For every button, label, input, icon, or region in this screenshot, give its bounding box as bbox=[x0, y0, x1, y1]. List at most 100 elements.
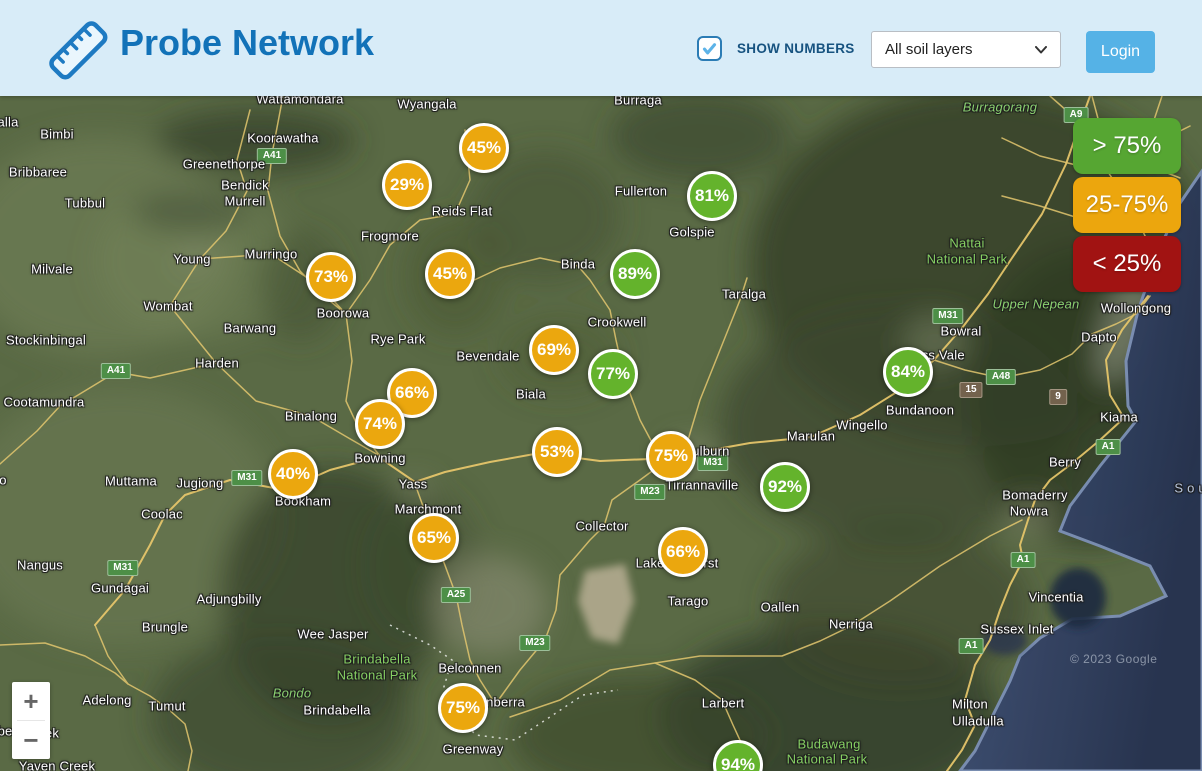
probe-marker[interactable]: 84% bbox=[883, 347, 933, 397]
route-shield: M31 bbox=[932, 308, 964, 324]
map-place-label: Nangus bbox=[16, 557, 64, 573]
probe-marker[interactable]: 29% bbox=[382, 160, 432, 210]
map-place-label: Muttama bbox=[105, 473, 157, 489]
probe-marker[interactable]: 81% bbox=[687, 171, 737, 221]
map-place-label: Vincentia bbox=[1028, 589, 1084, 605]
probe-marker[interactable]: 75% bbox=[646, 431, 696, 481]
map-place-label: Larbert bbox=[701, 695, 745, 711]
map-place-label: Greenway bbox=[442, 741, 504, 757]
route-shield: 15 bbox=[959, 382, 983, 398]
map-place-label: Tirrannaville bbox=[665, 477, 739, 493]
map-place-label: Berry bbox=[1048, 454, 1082, 470]
map-place-label: Koorawatha bbox=[247, 130, 319, 146]
soil-layers-select[interactable]: All soil layers bbox=[871, 31, 1061, 68]
map-place-label: Wyangala bbox=[397, 96, 457, 112]
map-place-label: Bomaderry bbox=[1002, 487, 1068, 503]
probe-marker[interactable]: 73% bbox=[306, 252, 356, 302]
map-place-label: be bbox=[0, 723, 13, 739]
map-place-label: Marulan bbox=[786, 428, 836, 444]
map-place-label: Brungle bbox=[141, 619, 189, 635]
map-place-label: Wingello bbox=[836, 417, 888, 433]
map-place-label: Adelong bbox=[82, 692, 132, 708]
map-place-label: Wombat bbox=[143, 298, 193, 314]
map-place-label: Burraga bbox=[614, 96, 662, 108]
show-numbers-label: SHOW NUMBERS bbox=[737, 41, 855, 56]
map-place-label: Yaven Creek bbox=[18, 758, 96, 771]
probe-marker[interactable]: 40% bbox=[268, 449, 318, 499]
route-shield: A1 bbox=[958, 638, 984, 654]
map-place-label: Sussex Inlet bbox=[980, 621, 1054, 637]
map-attribution: © 2023 Google bbox=[1070, 652, 1158, 666]
map-place-label: Bundanoon bbox=[885, 402, 955, 418]
probe-marker[interactable]: 45% bbox=[425, 249, 475, 299]
probe-marker[interactable]: 66% bbox=[658, 527, 708, 577]
show-numbers-checkbox[interactable] bbox=[697, 36, 722, 61]
map-place-label: Reids Flat bbox=[431, 203, 493, 219]
probe-marker[interactable]: 65% bbox=[409, 513, 459, 563]
zoom-in-button[interactable]: + bbox=[12, 682, 50, 720]
map-place-label: Bowral bbox=[940, 323, 982, 339]
probe-marker[interactable]: 75% bbox=[438, 683, 488, 733]
map-place-label: Tubbul bbox=[64, 195, 106, 211]
map-place-label: Sou bbox=[1174, 480, 1202, 496]
probe-marker[interactable]: 69% bbox=[529, 325, 579, 375]
probe-marker[interactable]: 92% bbox=[760, 462, 810, 512]
probe-marker[interactable]: 94% bbox=[713, 740, 763, 771]
map-place-label: Adjungbilly bbox=[196, 591, 262, 607]
map-place-label: alla bbox=[0, 114, 19, 130]
map-place-label: Milvale bbox=[31, 261, 73, 277]
markers-layer: 45% 29% 81% 73% 45% 89% 69% 77% 84% 66% 74% 53% 75% 4… bbox=[0, 96, 1202, 771]
zoom-out-button[interactable]: − bbox=[12, 721, 50, 759]
map-place-label: Binalong bbox=[284, 408, 338, 424]
map-place-label: Tumut bbox=[148, 698, 186, 714]
map-place-label: Golspie bbox=[669, 224, 715, 240]
map-place-label: Murrell bbox=[224, 193, 266, 209]
route-shield: A1 bbox=[1095, 439, 1121, 455]
probe-marker[interactable]: 89% bbox=[610, 249, 660, 299]
map-place-label: Nattai bbox=[949, 235, 985, 251]
map-place-label: Upper Nepean bbox=[992, 296, 1080, 312]
map-place-label: Wee Jasper bbox=[297, 626, 369, 642]
probe-marker[interactable]: 74% bbox=[355, 399, 405, 449]
legend-item-2[interactable]: < 25% bbox=[1073, 236, 1181, 292]
map-place-label: National Park bbox=[336, 667, 418, 683]
satellite-terrain bbox=[0, 96, 1202, 771]
map-place-label: Ulladulla bbox=[952, 713, 1004, 729]
map-place-label: Bevendale bbox=[456, 348, 520, 364]
route-shield: A41 bbox=[256, 148, 288, 164]
map-place-label: Yass bbox=[398, 476, 428, 492]
map-place-label: Kiama bbox=[1100, 409, 1138, 425]
route-shield: A48 bbox=[985, 369, 1017, 385]
legend-item-0[interactable]: > 75% bbox=[1073, 118, 1181, 174]
route-shield: M23 bbox=[519, 635, 551, 651]
map-place-label: Dapto bbox=[1081, 329, 1117, 345]
map-place-label: Collector bbox=[575, 518, 629, 534]
map-place-label: Cootamundra bbox=[3, 394, 85, 410]
map-place-label: Biala bbox=[516, 386, 546, 402]
zoom-divider bbox=[17, 720, 45, 721]
map-place-label: Oallen bbox=[760, 599, 800, 615]
map-place-label: Boorowa bbox=[316, 305, 370, 321]
probe-marker[interactable]: 77% bbox=[588, 349, 638, 399]
map-place-label: o bbox=[0, 472, 7, 488]
map-canvas[interactable]: A41 A41 A9 M31 M31 M31 M31 M23 M23 A25 A48 A1 A1 A1 15… bbox=[0, 96, 1202, 771]
route-shield: A25 bbox=[440, 587, 472, 603]
map-place-label: Jugiong bbox=[176, 475, 224, 491]
map-place-label: Wattamondara bbox=[256, 96, 344, 107]
map-place-label: Brindabella bbox=[303, 702, 371, 718]
map-place-label: Stockinbingal bbox=[6, 332, 86, 348]
route-shield: M31 bbox=[231, 470, 263, 486]
legend-item-1[interactable]: 25-75% bbox=[1073, 177, 1181, 233]
map-place-label: Gundagai bbox=[91, 580, 149, 596]
map-place-label: Frogmore bbox=[361, 228, 419, 244]
probe-marker[interactable]: 53% bbox=[532, 427, 582, 477]
route-shield: A41 bbox=[100, 363, 132, 379]
map-place-label: Binda bbox=[560, 256, 596, 272]
probe-marker[interactable]: 45% bbox=[459, 123, 509, 173]
login-button[interactable]: Login bbox=[1086, 31, 1155, 73]
probe-marker[interactable]: 66% bbox=[387, 368, 437, 418]
map-place-label: Wollongong bbox=[1100, 300, 1172, 316]
ruler-logo-icon bbox=[49, 21, 108, 80]
map-place-label: Rye Park bbox=[370, 331, 426, 347]
